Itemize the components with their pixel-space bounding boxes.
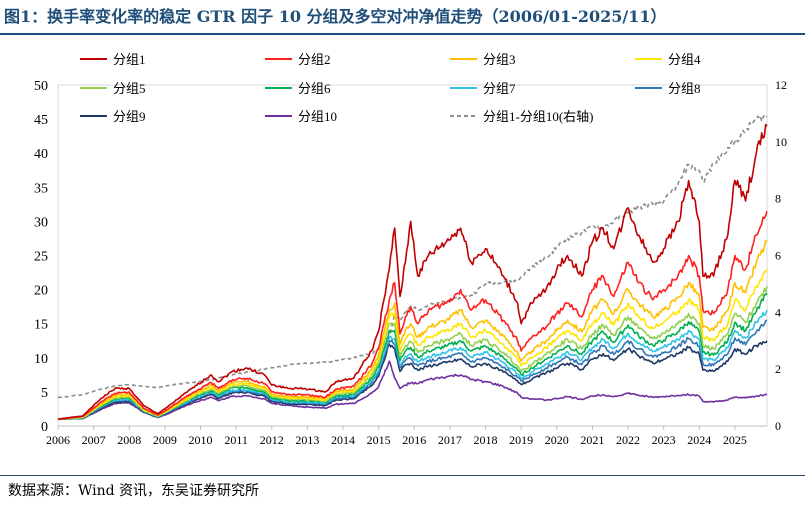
legend: 分组1 分组2 分组3 分组4 分组5 分组6 分组7 分组8 分组9 分组10 分组1-分组10(… [80,52,701,124]
y-left-tick-label: 45 [34,113,48,128]
y-right-tick-label: 8 [775,192,781,206]
legend-label: 分组8 [668,81,701,96]
x-tick-label: 2019 [509,433,533,447]
x-tick-label: 2016 [402,433,426,447]
x-tick-label: 2006 [46,433,70,447]
title-divider [0,33,805,35]
x-tick-label: 2015 [367,433,391,447]
x-tick-label: 2013 [295,433,319,447]
x-tick-label: 2008 [117,433,141,447]
legend-label: 分组1 [113,52,146,67]
y-right-tick-label: 2 [775,362,781,376]
y-left-tick-label: 50 [34,79,48,94]
legend-label: 分组3 [483,52,516,67]
series-line-10 [57,360,768,421]
y-right-tick-label: 12 [775,78,787,92]
y-right-tick-label: 10 [775,135,787,149]
x-tick-label: 2009 [153,433,177,447]
x-tick-label: 2017 [438,433,462,447]
y-right-tick-label: 0 [775,419,781,433]
x-tick-label: 2007 [82,433,106,447]
x-tick-label: 2012 [260,433,284,447]
legend-label: 分组2 [298,52,331,67]
series-line-3 [57,239,768,420]
y-left-tick-label: 30 [34,215,48,230]
y-left-tick-label: 25 [34,250,48,265]
x-tick-label: 2018 [474,433,498,447]
legend-label: 分组9 [113,109,146,124]
x-tick-label: 2022 [616,433,640,447]
legend-label: 分组10 [298,109,337,124]
x-tick-label: 2024 [687,433,711,447]
series-line-9 [58,340,768,420]
y-left-tick-label: 20 [34,284,48,299]
series-lines [57,115,768,421]
x-tick-label: 2021 [580,433,604,447]
legend-label: 分组1-分组10(右轴) [483,109,594,124]
x-tick-label: 2020 [545,433,569,447]
x-tick-label: 2011 [224,433,248,447]
chart-title: 图1：换手率变化率的稳定 GTR 因子 10 分组及多空对冲净值走势（2006/… [4,7,667,26]
y-left-tick-label: 0 [41,420,48,435]
series-line-5 [57,286,768,420]
x-tick-label: 2025 [723,433,747,447]
series-line-4 [58,268,768,420]
source-divider [0,475,805,476]
series-line-11 [57,115,768,399]
y-right-tick-label: 4 [775,305,781,319]
data-source: 数据来源：Wind 资讯，东吴证券研究所 [8,483,260,499]
legend-label: 分组5 [113,81,146,96]
series-line-1 [57,123,768,420]
y-left-tick-label: 15 [34,318,48,333]
series-line-8 [58,319,768,420]
y-right-tick-label: 6 [775,249,781,263]
x-tick-label: 2014 [331,433,355,447]
x-tick-label: 2010 [189,433,213,447]
legend-label: 分组4 [668,52,701,67]
y-left-tick-label: 10 [34,352,48,367]
y-left-tick-label: 5 [41,386,48,401]
series-line-2 [57,210,768,420]
x-tick-label: 2023 [652,433,676,447]
y-left-tick-label: 35 [34,181,48,196]
legend-label: 分组6 [298,81,331,96]
legend-label: 分组7 [483,81,516,96]
y-left-tick-label: 40 [34,147,48,162]
